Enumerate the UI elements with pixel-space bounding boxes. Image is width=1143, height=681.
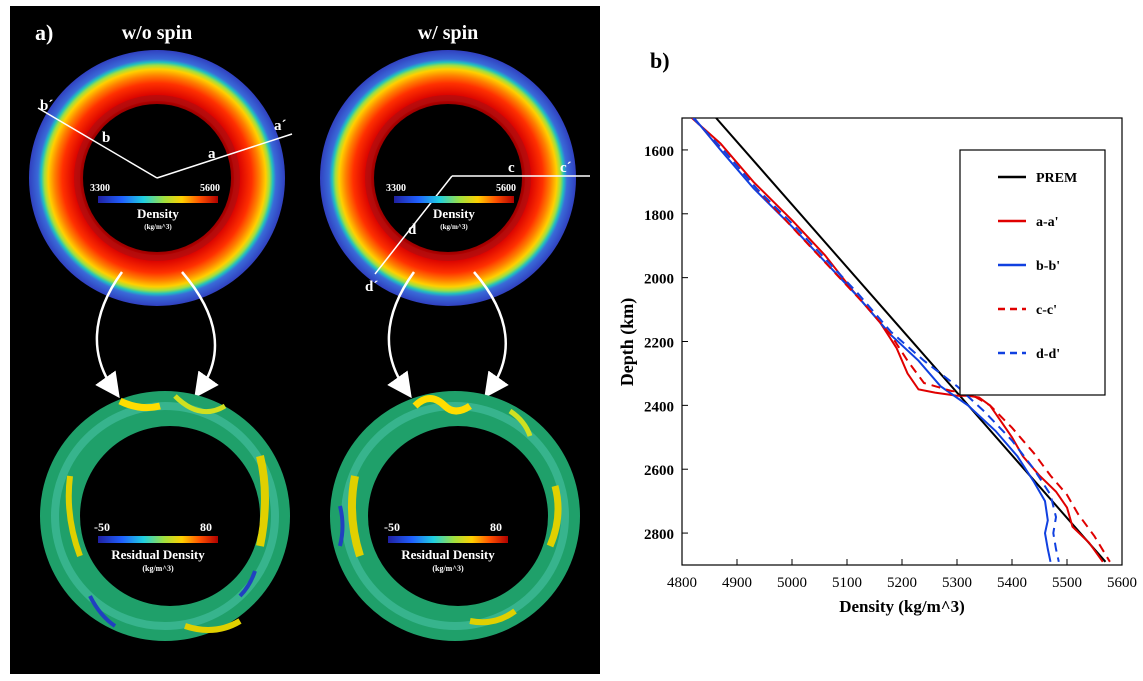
legend-label-0: PREM (1036, 171, 1077, 186)
x-tick-label: 4800 (667, 575, 697, 591)
panel-b-density-profile-chart: b) 4800 4900 5000 5100 5200 5300 5400 5500 5600 1… (600, 0, 1143, 681)
svg-text:5600: 5600 (496, 183, 516, 194)
label-a-prime: a´ (274, 118, 287, 134)
svg-text:5600: 5600 (200, 183, 220, 194)
svg-text:(kg/m^3): (kg/m^3) (142, 564, 174, 573)
y-tick-label: 2600 (644, 463, 674, 479)
y-tick-label: 1600 (644, 144, 674, 160)
profile-lines-spin (374, 175, 590, 275)
y-tick-label: 2400 (644, 399, 674, 415)
svg-text:Residual Density: Residual Density (111, 547, 205, 562)
x-tick-label: 5300 (942, 575, 972, 591)
svg-text:Density: Density (137, 206, 179, 221)
density-colorbar-spin: 3300 5600 Density (kg/m^3) (386, 183, 516, 231)
y-tick-label: 2200 (644, 336, 674, 352)
svg-text:(kg/m^3): (kg/m^3) (144, 223, 172, 231)
legend: PREM a-a' b-b' c-c' d-d' (959, 149, 1106, 396)
y-axis-label: Depth (km) (617, 298, 638, 387)
panel-b-label: b) (650, 48, 670, 73)
x-tick-label: 5600 (1107, 575, 1137, 591)
series-line-1 (691, 118, 1104, 563)
y-tick-label: 1800 (644, 208, 674, 224)
label-c-prime: c´ (560, 160, 572, 176)
legend-label-2: b-b' (1036, 259, 1060, 274)
y-tick-label: 2000 (644, 272, 674, 288)
svg-text:-50: -50 (384, 520, 400, 534)
panel-a-svg: a) w/o spin w/ spin b´ b a a´ c c´ (29, 20, 590, 641)
svg-text:Density: Density (433, 206, 475, 221)
y-tick-label: 2800 (644, 527, 674, 543)
svg-text:(kg/m^3): (kg/m^3) (440, 223, 468, 231)
panel-a-mantle-images: a) w/o spin w/ spin b´ b a a´ c c´ (10, 6, 600, 674)
panel-a-label: a) (35, 20, 53, 45)
series-line-4 (692, 118, 1060, 563)
x-tick-label: 5000 (777, 575, 807, 591)
svg-text:Residual Density: Residual Density (401, 547, 495, 562)
density-ring-spin (320, 50, 576, 306)
density-depth-chart: b) 4800 4900 5000 5100 5200 5300 5400 5500 5600 1… (617, 48, 1137, 616)
label-b: b (102, 130, 110, 146)
legend-label-4: d-d' (1036, 347, 1060, 362)
profile-lines-no-spin (37, 107, 293, 179)
legend-box (959, 149, 1106, 396)
svg-text:(kg/m^3): (kg/m^3) (432, 564, 464, 573)
arrows (95, 271, 509, 399)
label-a: a (208, 146, 216, 162)
label-d-prime: d´ (365, 279, 378, 295)
col-title-no-spin: w/o spin (122, 22, 193, 44)
series-line-0 (715, 118, 1107, 563)
x-tick-label: 5100 (832, 575, 862, 591)
label-b-prime: b´ (40, 98, 53, 114)
density-colorbar-no-spin: 3300 5600 Density (kg/m^3) (90, 183, 220, 231)
x-tick-label: 5400 (997, 575, 1027, 591)
svg-text:80: 80 (490, 520, 502, 534)
legend-label-1: a-a' (1036, 215, 1059, 230)
legend-label-3: c-c' (1036, 303, 1057, 318)
label-c: c (508, 160, 515, 176)
x-axis-label: Density (kg/m^3) (839, 597, 965, 616)
residual-ring-spin: -50 80 Residual Density (kg/m^3) (330, 391, 580, 641)
col-title-spin: w/ spin (418, 22, 479, 44)
svg-text:80: 80 (200, 520, 212, 534)
svg-text:3300: 3300 (386, 183, 406, 194)
residual-ring-no-spin: -50 80 Residual Density (kg/m^3) (40, 391, 290, 641)
label-d: d (408, 222, 417, 238)
x-tick-label: 4900 (722, 575, 752, 591)
x-tick-label: 5200 (887, 575, 917, 591)
x-tick-label: 5500 (1052, 575, 1082, 591)
series-line-3 (692, 118, 1111, 563)
svg-text:3300: 3300 (90, 183, 110, 194)
svg-text:-50: -50 (94, 520, 110, 534)
